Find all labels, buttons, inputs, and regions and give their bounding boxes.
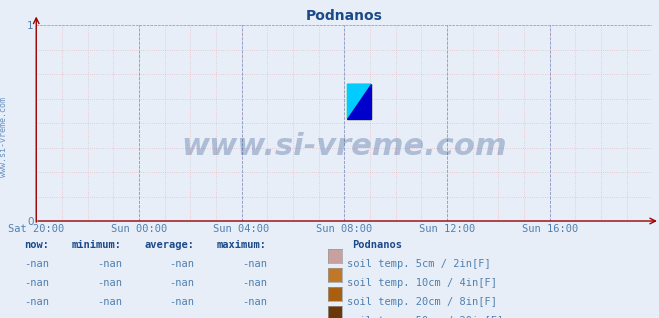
Polygon shape	[347, 84, 371, 119]
Text: -nan: -nan	[24, 278, 49, 288]
Text: soil temp. 10cm / 4in[F]: soil temp. 10cm / 4in[F]	[347, 278, 498, 288]
Bar	[347, 84, 371, 119]
Text: minimum:: minimum:	[72, 240, 122, 250]
Text: -nan: -nan	[242, 297, 267, 307]
Text: -nan: -nan	[97, 316, 122, 318]
Text: -nan: -nan	[169, 316, 194, 318]
Polygon shape	[347, 84, 371, 119]
Text: -nan: -nan	[242, 278, 267, 288]
Text: -nan: -nan	[242, 259, 267, 269]
Title: Podnanos: Podnanos	[306, 9, 383, 23]
Text: -nan: -nan	[97, 278, 122, 288]
Text: -nan: -nan	[169, 297, 194, 307]
Text: -nan: -nan	[24, 297, 49, 307]
Text: -nan: -nan	[97, 259, 122, 269]
Text: maximum:: maximum:	[217, 240, 267, 250]
Text: www.si-vreme.com: www.si-vreme.com	[0, 97, 8, 177]
Text: -nan: -nan	[24, 259, 49, 269]
Text: soil temp. 5cm / 2in[F]: soil temp. 5cm / 2in[F]	[347, 259, 491, 269]
Text: -nan: -nan	[242, 316, 267, 318]
Text: -nan: -nan	[169, 259, 194, 269]
Text: soil temp. 50cm / 20in[F]: soil temp. 50cm / 20in[F]	[347, 316, 503, 318]
Text: soil temp. 20cm / 8in[F]: soil temp. 20cm / 8in[F]	[347, 297, 498, 307]
Text: now:: now:	[24, 240, 49, 250]
Text: -nan: -nan	[169, 278, 194, 288]
Text: Podnanos: Podnanos	[353, 240, 403, 250]
Text: -nan: -nan	[97, 297, 122, 307]
Text: average:: average:	[144, 240, 194, 250]
Text: -nan: -nan	[24, 316, 49, 318]
Text: www.si-vreme.com: www.si-vreme.com	[181, 132, 507, 161]
